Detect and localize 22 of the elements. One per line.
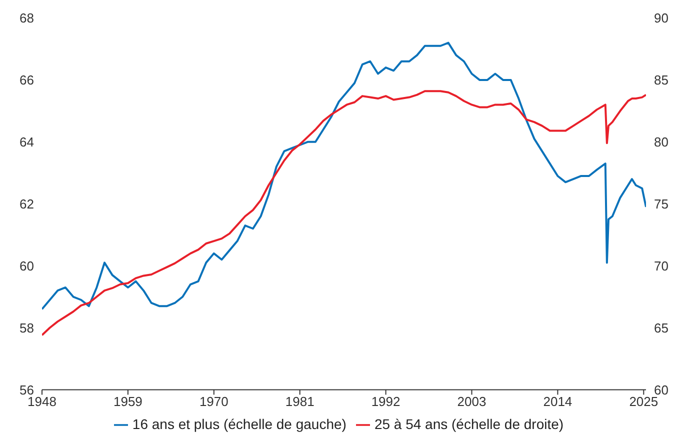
x-tick-label: 1959: [113, 394, 142, 409]
y-tick-label: 60: [20, 258, 34, 274]
x-tick-label: 1970: [199, 394, 228, 409]
line-series: [42, 90, 646, 336]
line-series: [42, 42, 646, 310]
x-tick-label: 2014: [543, 394, 572, 409]
x-tick-label: 1981: [285, 394, 314, 409]
y-tick-label: 64: [20, 134, 34, 150]
x-tick-label: 2003: [457, 394, 486, 409]
y-tick-label: 58: [20, 320, 34, 336]
y-tick-label: 62: [20, 196, 34, 212]
x-tick-label: 1992: [371, 394, 400, 409]
y2-tick-label: 85: [654, 72, 668, 88]
legend-label: 25 à 54 ans (échelle de droite): [374, 416, 564, 432]
y2-tick-label: 90: [654, 10, 668, 26]
y2-tick-label: 65: [654, 320, 668, 336]
y-tick-label: 66: [20, 72, 34, 88]
legend-label: 16 ans et plus (échelle de gauche): [132, 416, 346, 432]
y2-tick-label: 80: [654, 134, 668, 150]
y-tick-label: 68: [20, 10, 34, 26]
y2-tick-label: 70: [654, 258, 668, 274]
y2-tick-label: 75: [654, 196, 668, 212]
